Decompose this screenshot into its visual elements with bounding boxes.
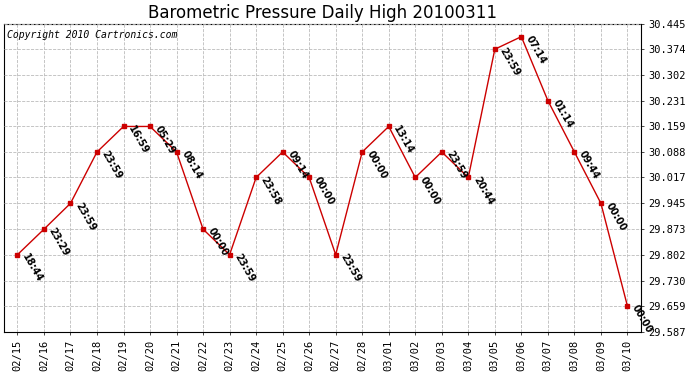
Text: 00:00: 00:00 (418, 175, 442, 207)
Text: 07:14: 07:14 (524, 34, 549, 66)
Text: 00:00: 00:00 (630, 303, 654, 335)
Text: 05:29: 05:29 (152, 124, 177, 156)
Text: 18:44: 18:44 (20, 252, 44, 284)
Text: 00:00: 00:00 (206, 226, 230, 258)
Text: 01:14: 01:14 (551, 98, 575, 130)
Text: 23:29: 23:29 (47, 226, 71, 258)
Text: 23:59: 23:59 (233, 252, 257, 284)
Text: 23:59: 23:59 (339, 252, 363, 284)
Text: 00:00: 00:00 (365, 149, 389, 181)
Text: 00:00: 00:00 (604, 201, 628, 232)
Text: 09:44: 09:44 (577, 149, 601, 181)
Text: 13:14: 13:14 (391, 124, 415, 156)
Text: 23:58: 23:58 (259, 175, 283, 207)
Text: 23:59: 23:59 (444, 149, 469, 181)
Text: 20:44: 20:44 (471, 175, 495, 207)
Text: Copyright 2010 Cartronics.com: Copyright 2010 Cartronics.com (8, 30, 178, 40)
Text: 23:59: 23:59 (100, 149, 124, 181)
Text: 23:59: 23:59 (73, 201, 97, 232)
Text: 00:00: 00:00 (312, 175, 336, 207)
Text: 09:14: 09:14 (286, 149, 310, 181)
Title: Barometric Pressure Daily High 20100311: Barometric Pressure Daily High 20100311 (148, 4, 497, 22)
Text: 16:59: 16:59 (126, 124, 150, 156)
Text: 23:59: 23:59 (497, 46, 522, 78)
Text: 08:14: 08:14 (179, 149, 204, 181)
